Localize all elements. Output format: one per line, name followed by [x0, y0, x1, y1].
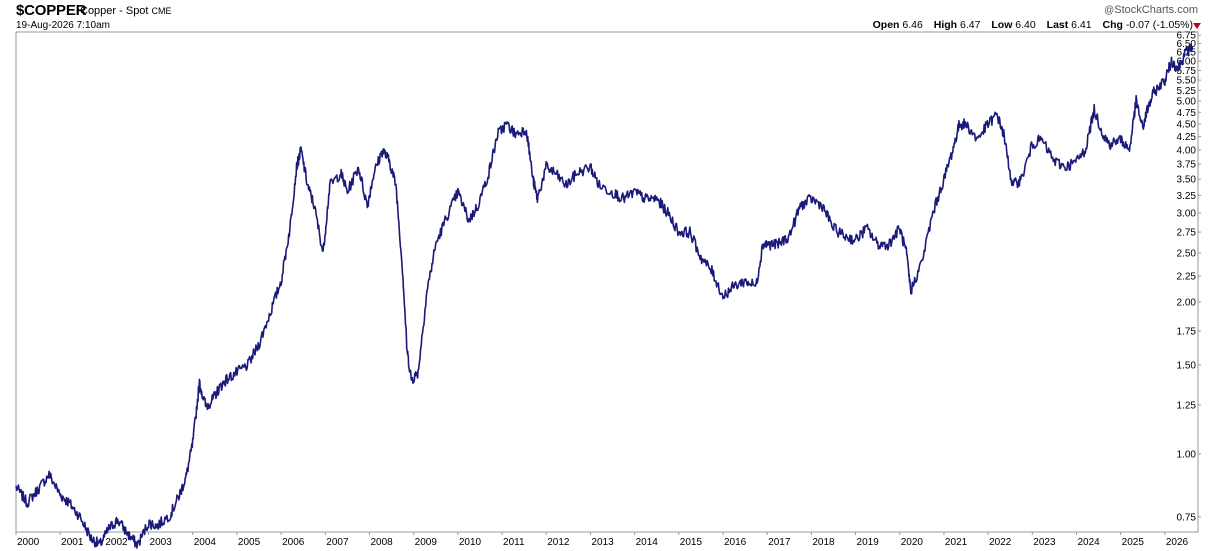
plot-frame — [15, 31, 1199, 533]
y-tick-label: 3.50 — [1177, 175, 1197, 186]
x-tick-label: 2006 — [282, 537, 305, 548]
low-value: 6.40 — [1015, 19, 1036, 31]
x-tick-label: 2007 — [326, 537, 349, 548]
y-tick-label: 3.00 — [1177, 208, 1197, 219]
y-tick-label: 4.00 — [1177, 145, 1197, 156]
x-tick-label: 2018 — [812, 537, 835, 548]
x-tick-label: 2012 — [547, 537, 570, 548]
open-value: 6.46 — [902, 19, 923, 31]
brand-text: StockCharts.com — [1114, 4, 1198, 16]
symbol-label: $COPPER — [16, 2, 87, 19]
x-tick-label: 2001 — [61, 537, 84, 548]
y-tick-label: 5.75 — [1177, 66, 1197, 77]
y-tick-label: 3.25 — [1177, 191, 1197, 202]
chg-value: -0.07 (-1.05%) — [1125, 19, 1193, 31]
x-tick-label: 2026 — [1166, 537, 1189, 548]
y-tick-label: 2.75 — [1177, 228, 1197, 239]
y-tick-label: 6.25 — [1177, 48, 1197, 59]
ohlc-readout: Open 6.46 High 6.47 Low 6.40 Last 6.41 C… — [873, 19, 1193, 31]
x-tick-label: 2005 — [238, 537, 261, 548]
y-tick-label: 4.50 — [1177, 120, 1197, 131]
open-label: Open — [872, 19, 900, 31]
timestamp-label: 19-Aug-2026 7:10am — [16, 20, 110, 31]
y-tick-label: 2.00 — [1177, 297, 1197, 308]
x-tick-label: 2019 — [857, 537, 880, 548]
y-tick-label: 6.75 — [1177, 31, 1197, 42]
y-tick-label: 1.50 — [1177, 360, 1197, 371]
instrument-name-text: Copper - Spot — [80, 5, 149, 17]
y-tick-label: 5.00 — [1177, 97, 1197, 108]
x-tick-label: 2013 — [591, 537, 614, 548]
high-label: High — [933, 19, 958, 31]
x-tick-label: 2011 — [503, 537, 525, 548]
x-tick-label: 2021 — [945, 537, 968, 548]
x-tick-label: 2020 — [901, 537, 924, 548]
x-tick-label: 2016 — [724, 537, 747, 548]
y-tick-label: 0.75 — [1177, 512, 1197, 523]
y-tick-label: 1.25 — [1177, 400, 1197, 411]
y-tick-label: 5.25 — [1177, 86, 1197, 97]
x-tick-label: 2004 — [194, 537, 217, 548]
chg-label: Chg — [1102, 19, 1123, 31]
y-tick-label: 1.75 — [1177, 327, 1197, 338]
instrument-name: Copper - Spot CME — [80, 5, 171, 17]
y-tick-label: 4.75 — [1177, 108, 1197, 119]
x-tick-label: 2008 — [370, 537, 393, 548]
y-tick-label: 6.00 — [1177, 57, 1197, 68]
x-axis: 2000 2001 2002 2003 2004 2005 2006 2007 2008 2009… — [15, 532, 1189, 548]
last-value: 6.41 — [1071, 19, 1092, 31]
x-tick-label: 2025 — [1122, 537, 1145, 548]
y-tick-label: 4.25 — [1177, 132, 1197, 143]
x-tick-label: 2002 — [105, 537, 128, 548]
price-series-line — [15, 43, 1194, 549]
x-tick-label: 2000 — [17, 537, 40, 548]
high-value: 6.47 — [960, 19, 981, 31]
x-tick-label: 2023 — [1033, 537, 1056, 548]
low-label: Low — [991, 19, 1013, 31]
x-tick-label: 2024 — [1077, 537, 1100, 548]
x-tick-label: 2022 — [989, 537, 1012, 548]
last-label: Last — [1046, 19, 1069, 31]
brand-copyright: @ — [1104, 5, 1115, 16]
down-arrow-icon — [1193, 23, 1201, 29]
brand-label[interactable]: @StockCharts.com — [1104, 4, 1198, 16]
y-tick-label: 3.75 — [1177, 160, 1197, 171]
y-tick-label: 5.50 — [1177, 76, 1197, 87]
y-tick-label: 6.50 — [1177, 39, 1197, 50]
x-tick-label: 2009 — [415, 537, 438, 548]
y-tick-label: 2.50 — [1177, 248, 1197, 259]
x-tick-label: 2017 — [768, 537, 791, 548]
y-axis: 0.75 1.00 1.25 1.50 1.75 2.00 2.25 2.50 2.75 3.00… — [1177, 31, 1201, 523]
x-tick-label: 2010 — [459, 537, 482, 548]
y-tick-label: 2.25 — [1177, 272, 1197, 283]
y-tick-label: 1.00 — [1177, 449, 1197, 460]
x-tick-label: 2015 — [680, 537, 703, 548]
exchange-label: CME — [151, 6, 172, 16]
x-tick-label: 2003 — [150, 537, 173, 548]
x-tick-label: 2014 — [636, 537, 659, 548]
